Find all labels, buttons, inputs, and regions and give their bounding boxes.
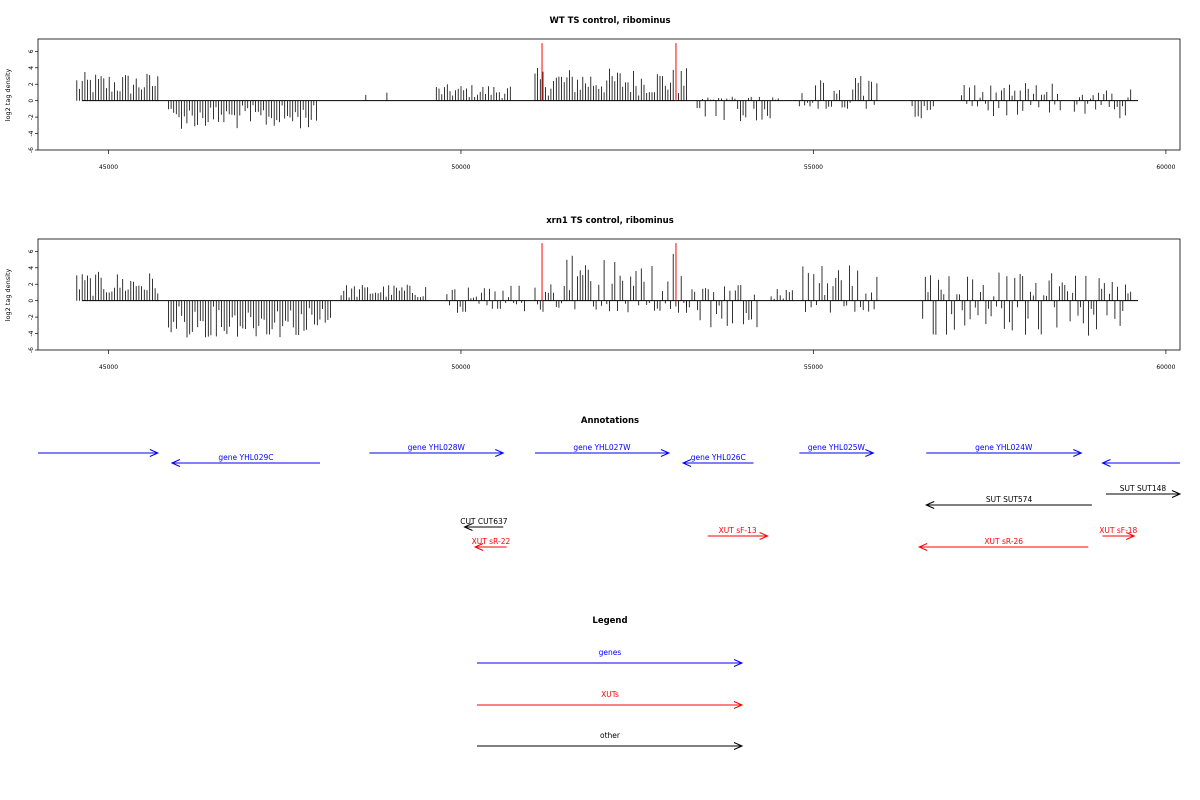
x-tick-label: 60000 <box>1156 364 1175 371</box>
legend-entry: other <box>477 731 744 750</box>
annotation-feature: gene YHL026C <box>681 453 754 467</box>
annotation-feature <box>1101 459 1180 467</box>
annotation-feature: SUT SUT148 <box>1105 484 1182 498</box>
xrn1-track-title: xrn1 TS control, ribominus <box>546 216 674 226</box>
y-tick-label: 0 <box>28 299 35 303</box>
wt-y-axis-label: log2 tag density <box>4 69 12 122</box>
legend-title: Legend <box>592 616 627 626</box>
annotation-label: gene YHL025W <box>808 443 866 452</box>
x-tick-label: 55000 <box>804 364 823 371</box>
legend-label: other <box>600 731 621 740</box>
xrn1-bars <box>76 253 1132 338</box>
annotation-feature: XUT sR-22 <box>472 537 511 551</box>
annotation-feature: gene YHL027W <box>534 443 671 457</box>
y-tick-label: -2 <box>28 114 35 120</box>
x-tick-label: 45000 <box>99 164 118 171</box>
annotation-label: gene YHL027W <box>573 443 631 452</box>
annotation-label: XUT sF-13 <box>719 526 757 535</box>
wt-x-axis: 45000 50000 55000 60000 <box>99 150 1176 171</box>
annotation-feature: CUT CUT637 <box>460 517 508 531</box>
x-tick-label: 50000 <box>451 164 470 171</box>
wt-track-panel: WT TS control, ribominus log2 tag densit… <box>4 16 1181 171</box>
xrn1-x-axis: 45000 50000 55000 60000 <box>99 350 1176 371</box>
annotation-label: XUT sR-26 <box>984 537 1023 546</box>
wt-y-axis: 6 4 2 0 -2 -4 -6 <box>28 49 38 153</box>
wt-plot-frame <box>37 38 1181 151</box>
annotation-label: gene YHL024W <box>975 443 1033 452</box>
legend-label: XUTs <box>601 690 619 699</box>
x-tick-label: 50000 <box>451 364 470 371</box>
y-tick-label: 4 <box>28 66 35 70</box>
x-tick-label: 45000 <box>99 364 118 371</box>
y-tick-label: 0 <box>28 99 35 103</box>
x-tick-label: 55000 <box>804 164 823 171</box>
wt-track-title: WT TS control, ribominus <box>549 16 670 26</box>
xrn1-plot-frame <box>37 238 1181 351</box>
y-tick-label: 2 <box>28 82 35 86</box>
y-tick-label: -4 <box>28 330 35 336</box>
legend-panel: Legend genes XUTs other <box>477 616 744 750</box>
y-tick-label: 2 <box>28 282 35 286</box>
annotation-feature: gene YHL025W <box>799 443 875 457</box>
y-tick-label: -4 <box>28 130 35 136</box>
y-tick-label: -6 <box>28 347 35 353</box>
annotation-label: gene YHL029C <box>218 453 273 462</box>
y-tick-label: 6 <box>28 249 35 253</box>
y-tick-label: -6 <box>28 147 35 153</box>
annotation-feature: gene YHL028W <box>369 443 505 457</box>
wt-markers <box>541 43 677 101</box>
annotation-feature: XUT sF-13 <box>707 526 769 540</box>
annotation-label: XUT sR-22 <box>472 537 511 546</box>
annotation-label: XUT sF-18 <box>1099 526 1137 535</box>
legend-label: genes <box>599 648 622 657</box>
annotation-feature: XUT sF-18 <box>1099 526 1138 540</box>
y-tick-label: 6 <box>28 49 35 53</box>
xrn1-y-axis-label: log2 tag density <box>4 269 12 322</box>
legend-entries: genes XUTs other <box>477 648 744 750</box>
annotation-features: gene YHL029C gene YHL028W gene YHL027W gene… <box>38 443 1182 551</box>
annotation-label: SUT SUT574 <box>986 495 1033 504</box>
legend-entry: XUTs <box>477 690 744 709</box>
annotation-feature: gene YHL029C <box>170 453 320 467</box>
annotation-label: CUT CUT637 <box>460 517 508 526</box>
y-tick-label: 4 <box>28 266 35 270</box>
annotation-feature <box>38 449 160 457</box>
legend-entry: genes <box>477 648 744 667</box>
annotation-feature: SUT SUT574 <box>924 495 1092 509</box>
annotations-title: Annotations <box>581 416 639 426</box>
y-tick-label: -2 <box>28 314 35 320</box>
x-tick-label: 60000 <box>1156 164 1175 171</box>
xrn1-markers <box>541 243 677 301</box>
xrn1-y-axis: 6 4 2 0 -2 -4 -6 <box>28 249 38 353</box>
annotation-label: gene YHL028W <box>408 443 466 452</box>
wt-bars <box>76 67 1132 129</box>
annotation-feature: gene YHL024W <box>926 443 1083 457</box>
annotation-label: SUT SUT148 <box>1120 484 1167 493</box>
xrn1-track-panel: xrn1 TS control, ribominus log2 tag dens… <box>4 216 1181 371</box>
annotation-label: gene YHL026C <box>691 453 746 462</box>
annotation-feature: XUT sR-26 <box>917 537 1089 551</box>
